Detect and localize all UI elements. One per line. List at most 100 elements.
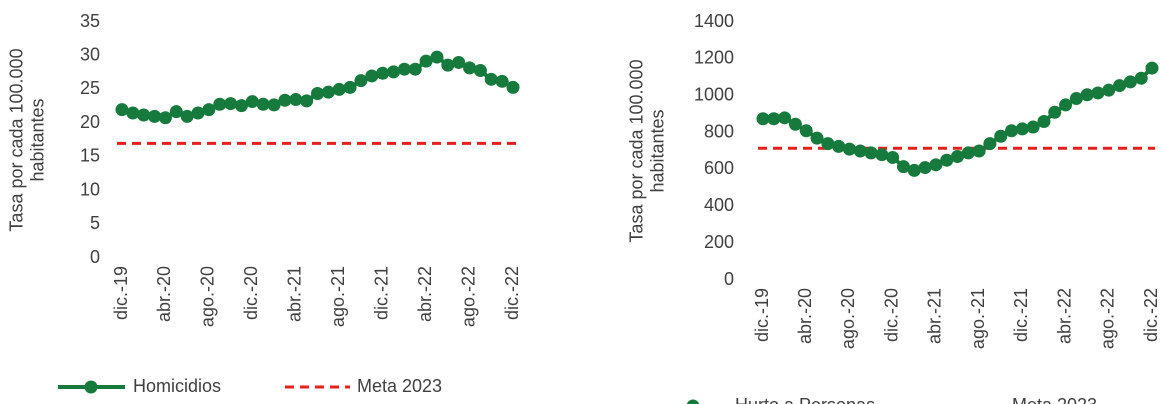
y-axis-title-line: habitantes	[27, 98, 47, 181]
y-axis-title-line: Tasa por cada 100.000	[626, 59, 646, 242]
point	[267, 98, 281, 112]
point	[1123, 75, 1137, 89]
point	[842, 142, 856, 156]
x-tick-label: ago.-20	[838, 288, 858, 349]
point	[929, 158, 943, 172]
y-axis-title: Tasa por cada 100.000habitantes	[6, 48, 47, 231]
point	[321, 85, 335, 99]
y-axis-title-line: Tasa por cada 100.000	[6, 48, 26, 231]
point	[832, 139, 846, 153]
point	[419, 54, 433, 68]
point	[256, 97, 270, 111]
point	[1102, 83, 1116, 97]
y-tick-label: 0	[724, 269, 734, 289]
x-tick-label: dic.-21	[371, 266, 391, 320]
point	[756, 112, 770, 126]
point	[289, 93, 303, 107]
point	[1015, 122, 1029, 136]
point	[311, 86, 324, 100]
point	[191, 106, 205, 120]
point	[972, 144, 986, 158]
y-tick-label: 1200	[694, 48, 734, 68]
x-tick-label: ago.-22	[458, 266, 478, 327]
point	[202, 103, 216, 117]
point	[245, 95, 259, 109]
y-tick-label: 5	[90, 213, 100, 233]
y-tick-label: 800	[704, 121, 734, 141]
legend-label: Hurto a Personas	[735, 395, 875, 404]
point	[126, 106, 140, 120]
y-tick-label: 0	[90, 247, 100, 267]
point	[387, 65, 401, 79]
point	[169, 105, 183, 119]
point	[907, 163, 921, 177]
point	[918, 161, 932, 175]
point	[473, 64, 487, 78]
y-tick-label: 600	[704, 158, 734, 178]
x-tick-label: dic.-19	[752, 288, 772, 342]
point	[332, 82, 346, 96]
point	[506, 80, 520, 94]
point	[430, 50, 444, 64]
x-tick-label: dic.-20	[241, 266, 261, 320]
point	[148, 109, 162, 123]
y-tick-label: 15	[80, 146, 100, 166]
point	[376, 66, 390, 80]
y-tick-label: 25	[80, 78, 100, 98]
point	[961, 146, 975, 160]
x-tick-label: abr.-21	[285, 266, 305, 322]
point	[408, 62, 422, 76]
point	[896, 160, 910, 174]
point	[495, 74, 509, 88]
point	[463, 61, 477, 75]
y-axis-title-line: habitantes	[647, 109, 667, 192]
point	[441, 58, 455, 72]
point	[354, 74, 368, 88]
point	[278, 93, 292, 107]
point	[951, 150, 964, 164]
point	[983, 137, 997, 151]
point	[788, 117, 802, 131]
point	[213, 97, 227, 111]
y-tick-label: 1000	[694, 84, 734, 104]
y-tick-label: 35	[80, 11, 100, 31]
point	[1048, 105, 1062, 119]
point	[886, 150, 900, 164]
point	[994, 129, 1008, 143]
x-tick-label: ago.-21	[328, 266, 348, 327]
point	[864, 146, 878, 160]
point	[853, 144, 867, 158]
x-tick-label: dic.-20	[881, 288, 901, 342]
point	[1069, 91, 1083, 105]
x-tick-label: abr.-22	[415, 266, 435, 322]
point	[1037, 115, 1051, 129]
point	[799, 124, 813, 138]
point	[940, 153, 954, 167]
point	[137, 108, 151, 122]
point	[810, 131, 824, 145]
legend-label: Meta 2023	[1012, 395, 1097, 404]
x-tick-label: abr.-22	[1054, 288, 1074, 344]
point	[1059, 98, 1073, 112]
y-tick-label: 200	[704, 232, 734, 252]
x-tick-label: dic.-19	[111, 266, 131, 320]
point	[1005, 124, 1019, 138]
x-tick-label: abr.-20	[154, 266, 174, 322]
y-tick-label: 10	[80, 179, 100, 199]
y-tick-label: 30	[80, 44, 100, 64]
point	[180, 109, 194, 123]
y-tick-label: 20	[80, 112, 100, 132]
point	[1134, 71, 1148, 85]
legend-label: Homicidios	[133, 376, 221, 396]
x-tick-label: dic.-21	[1011, 288, 1031, 342]
x-tick-label: abr.-21	[925, 288, 945, 344]
point	[158, 111, 172, 125]
point	[224, 97, 238, 111]
point	[1091, 86, 1105, 100]
point	[484, 72, 498, 86]
point	[234, 99, 248, 113]
legend-marker	[84, 380, 98, 394]
point	[1113, 79, 1127, 93]
point	[365, 69, 379, 83]
